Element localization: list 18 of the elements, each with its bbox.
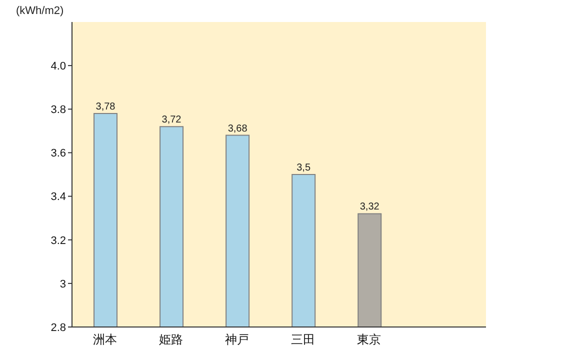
x-tick-label: 神戸 (225, 332, 250, 347)
y-tick-label: 4.0 (50, 60, 66, 72)
y-axis-title: (kWh/m2) (16, 5, 64, 17)
data-label: 3,78 (96, 102, 116, 112)
y-tick-label: 3.4 (50, 191, 66, 204)
x-tick-label: 三田 (291, 332, 316, 347)
data-label: 3,72 (162, 114, 182, 126)
data-label: 3,5 (296, 162, 311, 174)
y-tick-label: 3 (60, 278, 66, 290)
data-label: 3,68 (228, 123, 248, 134)
y-tick-label: 3.6 (50, 148, 66, 160)
x-tick-label: 東京 (357, 332, 382, 347)
y-tick-label: 2.8 (50, 322, 66, 334)
data-label: 3,32 (360, 202, 380, 213)
x-tick-label: 姫路 (159, 332, 184, 347)
y-tick-label: 3.8 (50, 104, 66, 116)
y-tick-label: 3.2 (50, 234, 66, 247)
x-tick-label: 洲本 (93, 332, 118, 347)
